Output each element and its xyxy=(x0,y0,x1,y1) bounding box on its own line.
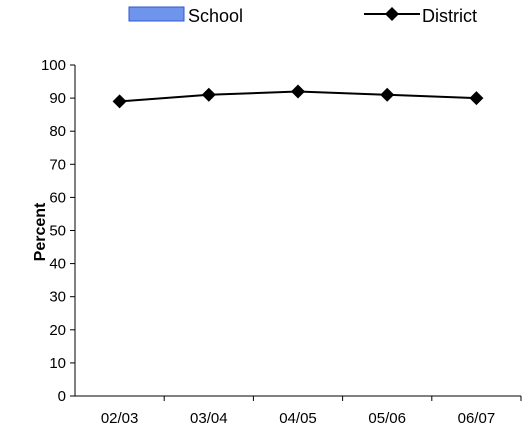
data-series xyxy=(112,84,484,109)
y-tick-label: 10 xyxy=(49,355,66,372)
x-tick-label: 04/05 xyxy=(279,410,317,427)
x-axis-ticks: 02/03 03/04 04/05 05/06 06/07 xyxy=(101,396,522,427)
y-axis-ticks: 0 10 20 30 40 50 60 70 80 90 100 xyxy=(41,57,75,405)
y-tick-label: 0 xyxy=(58,388,66,405)
x-tick-label: 06/07 xyxy=(458,410,496,427)
chart-legend: School District xyxy=(128,6,477,26)
district-data-point xyxy=(380,87,395,102)
legend-district-label: District xyxy=(422,6,477,26)
legend-school-label: School xyxy=(188,6,243,26)
district-data-point xyxy=(201,87,216,102)
y-tick-label: 30 xyxy=(49,289,66,306)
y-tick-label: 80 xyxy=(49,123,66,140)
chart-axes xyxy=(74,65,521,397)
y-tick-label: 20 xyxy=(49,322,66,339)
district-data-point xyxy=(112,94,127,109)
legend-district-marker xyxy=(385,7,399,21)
district-data-point xyxy=(291,84,305,99)
legend-school-swatch xyxy=(128,6,185,22)
x-tick-label: 02/03 xyxy=(101,410,139,427)
y-tick-label: 50 xyxy=(49,223,66,240)
district-data-point xyxy=(469,91,484,106)
y-tick-label: 40 xyxy=(49,256,66,273)
y-tick-label: 100 xyxy=(41,57,66,74)
x-tick-label: 03/04 xyxy=(190,410,228,427)
y-tick-label: 60 xyxy=(49,189,66,206)
y-axis-title: Percent xyxy=(32,202,49,261)
y-tick-label: 90 xyxy=(49,90,66,107)
x-tick-label: 05/06 xyxy=(368,410,406,427)
y-tick-label: 70 xyxy=(49,156,66,173)
